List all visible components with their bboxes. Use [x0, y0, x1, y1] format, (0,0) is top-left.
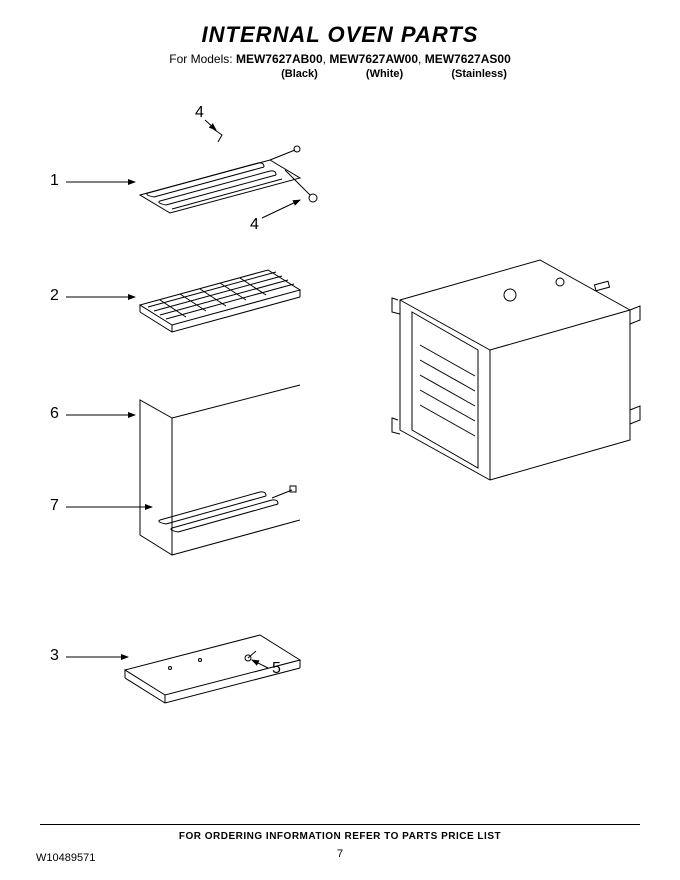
model-1: MEW7627AW00 — [329, 52, 418, 66]
callout-4a: 4 — [195, 104, 204, 122]
model-2: MEW7627AS00 — [425, 52, 511, 66]
oven-cavity — [392, 260, 640, 480]
callout-6: 6 — [50, 405, 59, 423]
rack-guide-and-bake-element — [140, 385, 300, 555]
callout-2: 2 — [50, 287, 59, 305]
colors-line: (Black) (White) (Stainless) — [0, 68, 680, 80]
callout-4b: 4 — [250, 216, 259, 234]
color-1: (White) — [366, 68, 403, 80]
footer-text: FOR ORDERING INFORMATION REFER TO PARTS … — [0, 831, 680, 842]
model-0: MEW7627AB00 — [236, 52, 323, 66]
parts-diagram — [0, 0, 680, 880]
page-number: 7 — [0, 848, 680, 860]
models-label: For Models: — [169, 52, 232, 66]
document-id: W10489571 — [36, 852, 95, 864]
models-line: For Models: MEW7627AB00, MEW7627AW00, ME… — [0, 52, 680, 66]
callout-arrows — [66, 120, 300, 668]
color-0: (Black) — [281, 68, 318, 80]
broil-element — [140, 128, 317, 213]
header: INTERNAL OVEN PARTS For Models: MEW7627A… — [0, 0, 680, 80]
footer: FOR ORDERING INFORMATION REFER TO PARTS … — [0, 824, 680, 860]
callout-5: 5 — [272, 660, 281, 678]
callout-3: 3 — [50, 647, 59, 665]
color-2: (Stainless) — [451, 68, 507, 80]
oven-rack — [140, 270, 300, 332]
footer-rule — [40, 824, 640, 825]
page-title: INTERNAL OVEN PARTS — [0, 22, 680, 48]
callout-1: 1 — [50, 172, 59, 190]
callout-7: 7 — [50, 497, 59, 515]
